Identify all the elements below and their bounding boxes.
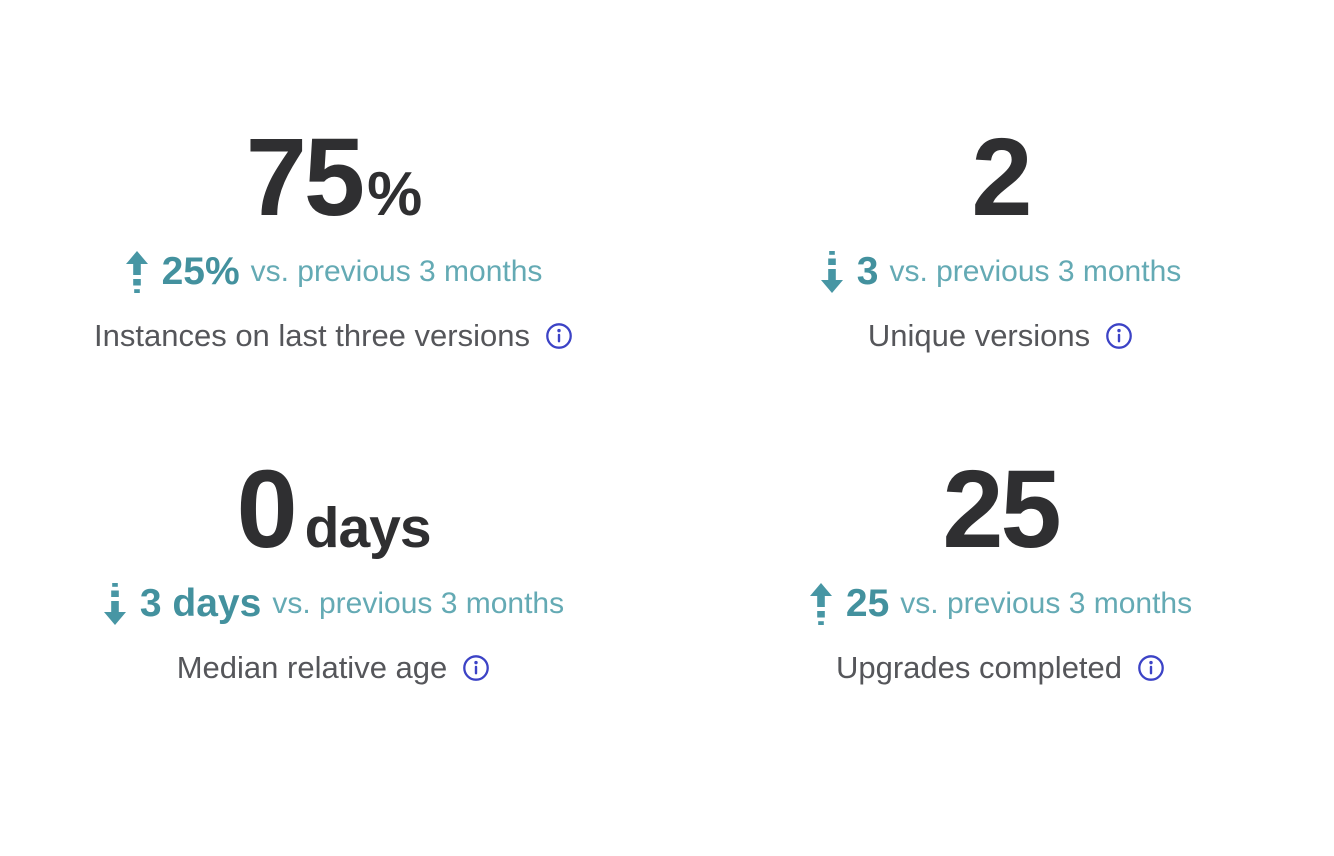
metric-label-row: Unique versions [867, 317, 1133, 353]
metric-value: 25 [942, 447, 1061, 571]
metrics-grid: 75 % 25% vs. previous 3 months Instances… [0, 72, 1334, 736]
trend-comparison-text: vs. previous 3 months [272, 586, 565, 620]
metric-card-instances-on-last-three-versions: 75 % 25% vs. previous 3 months Instances… [0, 72, 667, 404]
info-icon[interactable] [1137, 654, 1165, 682]
metric-label-row: Median relative age [176, 649, 491, 685]
metric-value-row: 25 [942, 447, 1061, 571]
trend-row: 25 vs. previous 3 months [809, 582, 1193, 626]
metric-label-row: Instances on last three versions [94, 317, 573, 353]
metric-card-unique-versions: 2 3 vs. previous 3 months Unique version… [667, 72, 1334, 404]
trend-down-icon [820, 250, 843, 293]
metric-value-row: 0 days [236, 447, 432, 571]
metric-value-suffix: % [367, 159, 422, 229]
metric-card-upgrades-completed: 25 25 vs. previous 3 months Upgrades com… [667, 404, 1334, 736]
metric-label-row: Upgrades completed [835, 649, 1165, 685]
trend-value: 3 days [139, 582, 262, 626]
info-icon[interactable] [545, 322, 573, 350]
trend-up-icon [125, 250, 148, 293]
trend-row: 3 vs. previous 3 months [820, 250, 1182, 294]
metric-label: Instances on last three versions [94, 317, 530, 353]
trend-comparison-text: vs. previous 3 months [250, 254, 543, 288]
trend-comparison-text: vs. previous 3 months [889, 254, 1182, 288]
metric-value: 0 [236, 447, 297, 571]
metric-value: 75 [245, 115, 365, 239]
metric-card-median-relative-age: 0 days 3 days vs. previous 3 months Medi… [0, 404, 667, 736]
metric-value: 2 [971, 115, 1032, 239]
trend-value: 25% [161, 250, 240, 294]
metric-label: Upgrades completed [835, 649, 1123, 685]
metric-value-row: 75 % [245, 115, 423, 239]
trend-value: 3 [856, 250, 879, 294]
metric-label: Unique versions [867, 317, 1091, 353]
metric-value-row: 2 [971, 115, 1032, 239]
trend-row: 3 days vs. previous 3 months [103, 582, 565, 626]
trend-down-icon [103, 582, 126, 625]
info-icon[interactable] [462, 654, 490, 682]
metric-value-suffix: days [304, 495, 432, 560]
trend-comparison-text: vs. previous 3 months [900, 586, 1193, 620]
trend-value: 25 [845, 582, 890, 626]
metric-label: Median relative age [176, 649, 448, 685]
trend-up-icon [809, 582, 832, 625]
trend-row: 25% vs. previous 3 months [125, 250, 543, 294]
info-icon[interactable] [1105, 322, 1133, 350]
